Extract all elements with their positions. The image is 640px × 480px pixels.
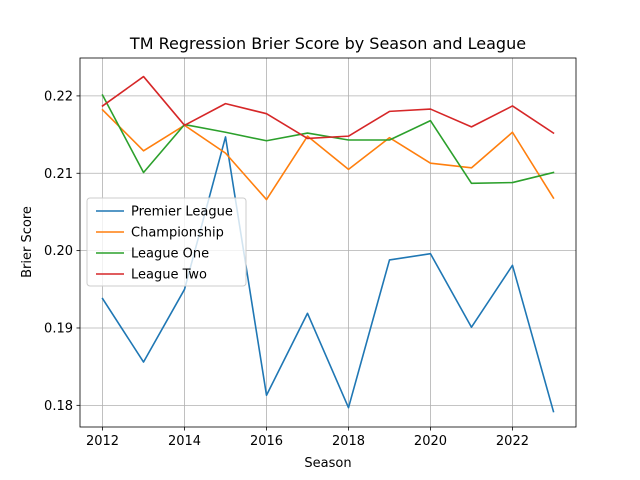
- legend: Premier League Championship League One Leag…: [86, 197, 247, 287]
- y-tick-label: 0.19: [44, 321, 73, 336]
- y-tick-label: 0.18: [44, 399, 73, 414]
- legend-label-league-two: League Two: [131, 268, 207, 283]
- y-tick-label: 0.21: [44, 167, 73, 182]
- chart-title: TM Regression Brier Score by Season and …: [129, 34, 526, 53]
- legend-label-league-one: League One: [131, 247, 209, 262]
- x-tick-label: 2016: [250, 434, 283, 449]
- y-axis-label: Brier Score: [20, 206, 35, 278]
- x-tick-label: 2020: [414, 434, 447, 449]
- y-tick-label: 0.22: [44, 89, 73, 104]
- series-line-premier-league: [101, 136, 555, 413]
- y-axis: 0.18 0.19 0.20 0.21 0.22: [44, 89, 80, 414]
- y-tick-label: 0.20: [44, 244, 73, 259]
- legend-label-premier-league: Premier League: [131, 205, 233, 220]
- series-line-championship: [101, 108, 555, 201]
- x-axis: 2012 2014 2016 2018 2020 2022: [86, 427, 529, 449]
- x-tick-label: 2014: [168, 434, 201, 449]
- legend-box: [86, 197, 247, 287]
- series-lines: [101, 75, 555, 413]
- legend-label-championship: Championship: [131, 226, 224, 241]
- x-tick-label: 2018: [332, 434, 365, 449]
- x-tick-label: 2012: [86, 434, 119, 449]
- x-tick-label: 2022: [496, 434, 529, 449]
- series-line-league-two: [101, 75, 555, 140]
- x-axis-label: Season: [304, 456, 351, 471]
- plot-area-frame: [79, 57, 577, 428]
